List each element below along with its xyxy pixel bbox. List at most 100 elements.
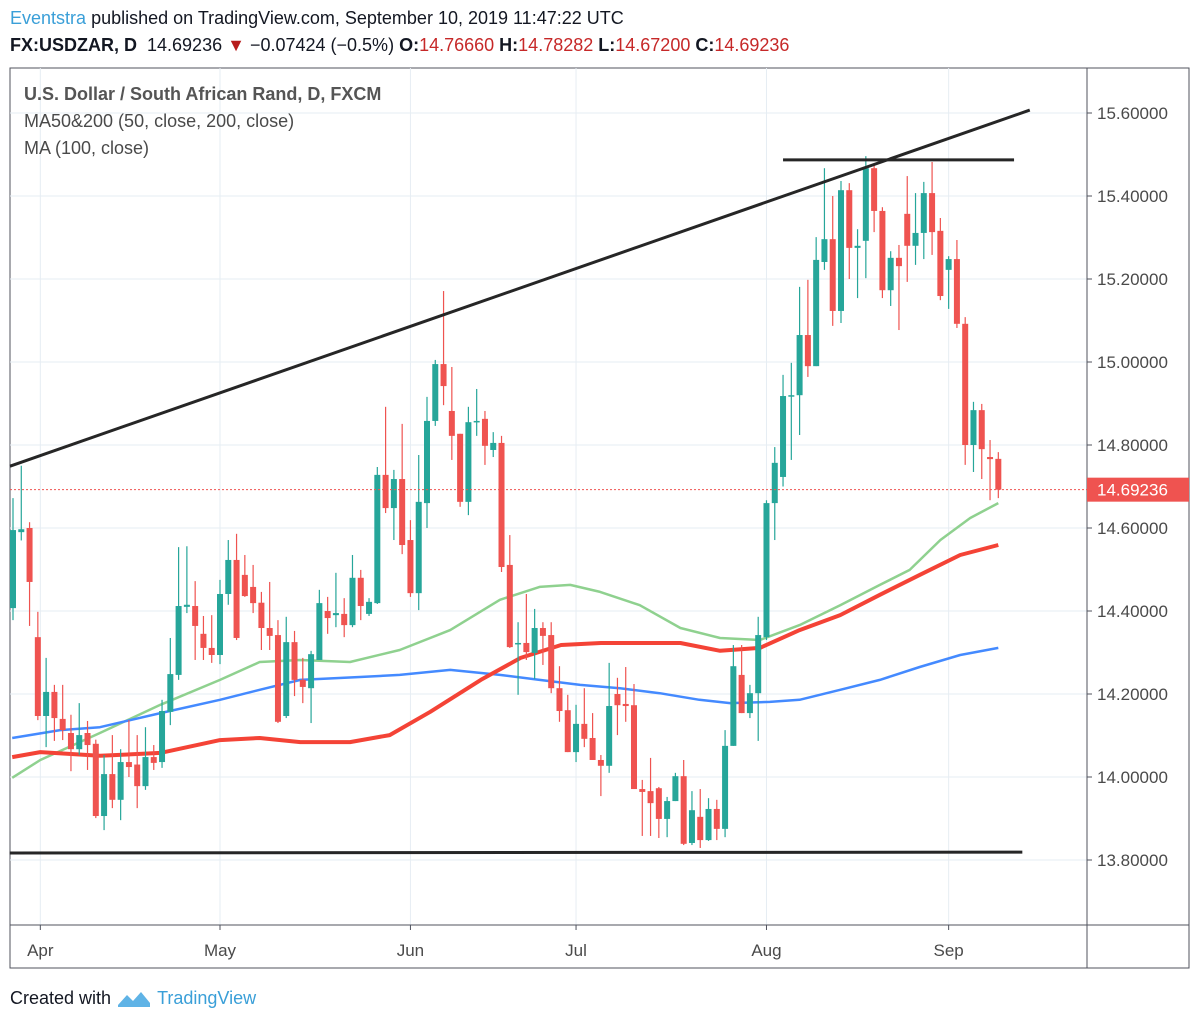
candle — [788, 362, 795, 460]
candle-body — [854, 245, 861, 248]
candle-body — [217, 593, 223, 655]
candle-body — [308, 654, 315, 689]
price-tick-label: 14.40000 — [1097, 602, 1168, 621]
price-tick-label: 15.60000 — [1097, 104, 1168, 123]
candle-body — [134, 764, 141, 787]
price-tick-label: 14.60000 — [1097, 519, 1168, 538]
candle-body — [167, 674, 174, 712]
candle — [722, 730, 729, 838]
candle-body — [531, 628, 538, 653]
candle — [838, 181, 844, 323]
candle-body — [548, 635, 555, 689]
last-price-label: 14.69236 — [1097, 481, 1168, 500]
candle — [399, 423, 406, 555]
candle-body — [887, 257, 894, 291]
candle — [440, 291, 447, 406]
time-tick-label: May — [204, 941, 237, 960]
low-value: 14.67200 — [615, 35, 691, 55]
legend-ma50-200[interactable]: MA50&200 (50, close, 200, close) — [24, 111, 295, 131]
candle-body — [771, 462, 778, 504]
candle-body — [937, 230, 944, 297]
candle-body — [846, 190, 853, 248]
candle-body — [341, 613, 348, 626]
candle — [117, 749, 124, 821]
close-value: 14.69236 — [714, 35, 790, 55]
ma-line-ma200 — [11, 543, 999, 760]
last-price-tag — [1087, 477, 1189, 502]
candle-body — [573, 723, 580, 753]
candle — [515, 622, 522, 695]
candle — [912, 193, 919, 265]
candle — [217, 579, 223, 665]
candle — [904, 176, 911, 282]
candle-body — [407, 540, 414, 594]
candle — [101, 755, 108, 831]
candle-body — [10, 530, 16, 609]
candle — [341, 598, 348, 638]
candle — [10, 498, 16, 621]
candle — [523, 593, 530, 660]
candle-body — [159, 711, 166, 763]
candle — [308, 650, 315, 724]
candle — [241, 554, 248, 597]
candle — [76, 703, 83, 756]
last-price: 14.69236 — [147, 35, 223, 55]
candle-body — [490, 442, 497, 450]
candle-body — [266, 628, 273, 636]
symbol: FX:USDZAR, D — [10, 35, 137, 55]
candle — [813, 237, 820, 367]
candle — [771, 447, 778, 541]
candle — [895, 244, 902, 331]
candle-body — [713, 808, 720, 829]
candle-body — [746, 693, 753, 714]
candle-body — [498, 442, 505, 568]
candle-body — [755, 635, 762, 694]
candle-body — [332, 613, 339, 616]
candle-body — [970, 410, 977, 445]
candle — [481, 410, 488, 465]
candle — [324, 596, 331, 634]
price-tick-label: 15.00000 — [1097, 353, 1168, 372]
candle-body — [34, 637, 41, 716]
tradingview-brand-link[interactable]: TradingView — [157, 988, 257, 1008]
candle — [250, 564, 257, 614]
author-link[interactable]: Eventstra — [10, 8, 87, 28]
candle-body — [415, 501, 422, 594]
candle — [887, 251, 894, 306]
candle-body — [862, 168, 869, 241]
candle — [548, 622, 555, 694]
candle-body — [995, 458, 1002, 490]
candle-body — [233, 559, 240, 638]
candle-body — [357, 577, 364, 607]
time-tick-label: Aug — [751, 941, 781, 960]
price-tick-label: 13.80000 — [1097, 851, 1168, 870]
price-tick-label: 15.40000 — [1097, 187, 1168, 206]
candle — [539, 622, 546, 665]
candle — [465, 406, 472, 516]
candle-body — [84, 733, 91, 746]
candle-body — [192, 606, 199, 626]
candle-body — [457, 433, 464, 502]
candle — [150, 745, 157, 770]
candle-body — [631, 705, 637, 790]
candle-body — [175, 606, 182, 675]
time-tick-label: Jul — [565, 941, 587, 960]
candle — [415, 454, 422, 611]
candle — [26, 522, 33, 626]
candle — [51, 684, 58, 741]
candle — [597, 755, 604, 797]
chart-frame — [9, 67, 1190, 969]
candle — [746, 684, 753, 719]
candle — [995, 452, 1002, 499]
candle — [639, 779, 646, 836]
candle — [581, 688, 588, 748]
candle — [672, 772, 679, 802]
candle — [920, 181, 927, 260]
candle — [192, 581, 199, 660]
footer: Created with TradingView — [10, 988, 256, 1009]
high-value: 14.78282 — [518, 35, 594, 55]
time-tick-label: Jun — [397, 941, 424, 960]
candle — [208, 615, 215, 663]
legend-ma100[interactable]: MA (100, close) — [24, 138, 150, 158]
